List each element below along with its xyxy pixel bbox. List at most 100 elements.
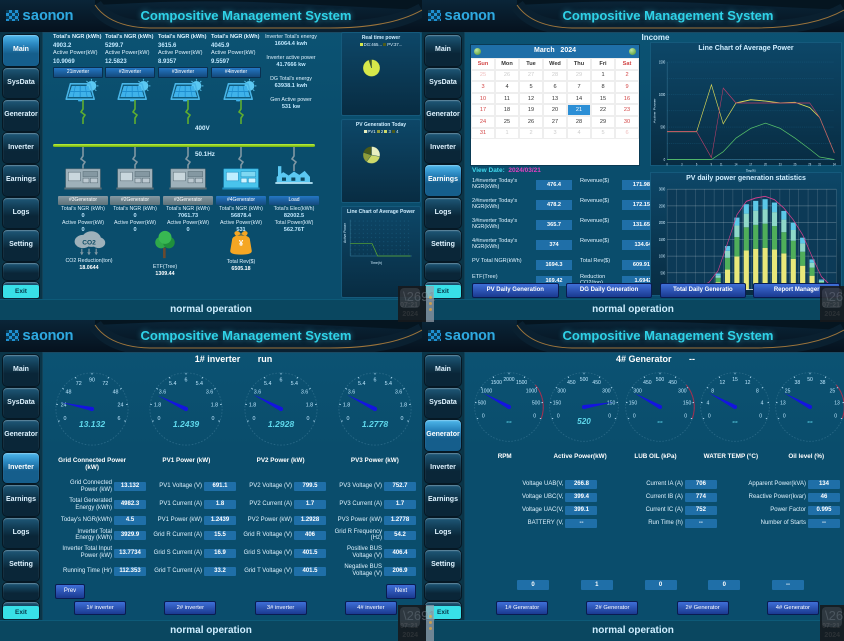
svg-text:1000: 1000 — [659, 254, 665, 259]
svg-text:1.2928: 1.2928 — [267, 419, 294, 429]
svg-text:300: 300 — [678, 388, 687, 394]
svg-text:500: 500 — [478, 401, 487, 407]
svg-text:1500: 1500 — [659, 237, 665, 242]
svg-text:3.6: 3.6 — [395, 390, 402, 396]
svg-text:15: 15 — [732, 377, 738, 383]
svg-text:9: 9 — [711, 162, 713, 167]
svg-text:1.2778: 1.2778 — [362, 419, 389, 429]
svg-text:0: 0 — [608, 414, 611, 420]
svg-text:500: 500 — [655, 377, 664, 383]
svg-text:150: 150 — [553, 401, 562, 407]
svg-text:1500: 1500 — [491, 380, 502, 386]
svg-text:0: 0 — [252, 416, 255, 422]
svg-text:5.4: 5.4 — [384, 381, 391, 387]
svg-text:150: 150 — [628, 401, 637, 407]
svg-text:1.8: 1.8 — [343, 402, 350, 408]
svg-text:5.4: 5.4 — [290, 381, 297, 387]
svg-text:--: -- — [732, 417, 738, 426]
svg-text:4: 4 — [707, 401, 710, 407]
svg-text:1500: 1500 — [659, 60, 665, 65]
svg-text:1.8: 1.8 — [305, 402, 312, 408]
svg-text:0: 0 — [664, 157, 666, 162]
svg-text:0: 0 — [533, 414, 536, 420]
svg-text:--: -- — [808, 417, 814, 426]
svg-text:38: 38 — [820, 380, 826, 386]
svg-text:Time(h): Time(h) — [370, 261, 382, 265]
svg-text:90: 90 — [89, 378, 95, 384]
svg-text:1000: 1000 — [481, 388, 492, 394]
svg-text:20: 20 — [764, 162, 767, 167]
svg-text:0: 0 — [482, 414, 485, 420]
svg-text:12: 12 — [745, 380, 751, 386]
svg-text:2000: 2000 — [659, 220, 665, 225]
svg-text:5.4: 5.4 — [196, 381, 203, 387]
svg-text:150: 150 — [607, 401, 616, 407]
svg-text:38: 38 — [795, 380, 801, 386]
svg-text:25: 25 — [830, 388, 836, 394]
svg-text:1.2439: 1.2439 — [173, 419, 200, 429]
svg-text:0: 0 — [346, 416, 349, 422]
svg-text:14: 14 — [735, 162, 738, 167]
svg-text:520: 520 — [577, 417, 591, 426]
svg-text:6: 6 — [279, 378, 282, 384]
svg-text:0: 0 — [759, 414, 762, 420]
svg-text:6: 6 — [696, 162, 698, 167]
svg-text:6: 6 — [185, 378, 188, 384]
svg-text:3.6: 3.6 — [348, 390, 355, 396]
svg-text:450: 450 — [567, 380, 576, 386]
svg-text:1500: 1500 — [516, 380, 527, 386]
svg-text:50: 50 — [808, 377, 814, 383]
svg-text:300: 300 — [633, 388, 642, 394]
svg-text:1000: 1000 — [526, 388, 537, 394]
svg-text:--: -- — [657, 417, 663, 426]
svg-text:0: 0 — [835, 414, 838, 420]
svg-text:CO2: CO2 — [82, 240, 96, 247]
svg-text:Active Power: Active Power — [343, 222, 347, 243]
svg-text:1.8: 1.8 — [248, 402, 255, 408]
svg-text:8: 8 — [711, 388, 714, 394]
svg-text:0: 0 — [708, 414, 711, 420]
svg-text:5.4: 5.4 — [264, 381, 271, 387]
svg-text:72: 72 — [102, 381, 108, 387]
svg-text:500: 500 — [661, 125, 666, 130]
svg-text:500: 500 — [532, 401, 541, 407]
svg-text:¥: ¥ — [239, 239, 244, 248]
svg-text:3.6: 3.6 — [300, 390, 307, 396]
svg-text:24: 24 — [118, 402, 124, 408]
svg-text:0: 0 — [633, 414, 636, 420]
svg-text:11: 11 — [720, 162, 723, 167]
svg-text:300: 300 — [558, 388, 567, 394]
svg-text:23: 23 — [779, 162, 782, 167]
svg-text:0: 0 — [306, 416, 309, 422]
svg-text:6: 6 — [118, 416, 121, 422]
svg-text:13.132: 13.132 — [79, 419, 106, 429]
svg-text:0: 0 — [64, 416, 67, 422]
svg-text:72: 72 — [76, 381, 82, 387]
svg-text:500: 500 — [661, 270, 666, 275]
svg-text:12: 12 — [720, 380, 726, 386]
svg-text:29: 29 — [808, 162, 811, 167]
svg-text:8: 8 — [756, 388, 759, 394]
svg-text:26: 26 — [794, 162, 797, 167]
svg-text:48: 48 — [113, 390, 119, 396]
svg-text:4: 4 — [761, 401, 764, 407]
svg-text:2500: 2500 — [659, 203, 665, 208]
svg-text:0: 0 — [783, 414, 786, 420]
svg-text:450: 450 — [593, 380, 602, 386]
svg-text:2000: 2000 — [503, 377, 514, 383]
svg-text:3000: 3000 — [659, 187, 665, 192]
svg-text:34: 34 — [833, 162, 836, 167]
svg-text:6: 6 — [373, 378, 376, 384]
svg-text:13: 13 — [781, 401, 787, 407]
svg-text:0: 0 — [666, 162, 668, 167]
svg-text:1000: 1000 — [659, 92, 665, 97]
svg-text:1.8: 1.8 — [211, 402, 218, 408]
svg-text:450: 450 — [668, 380, 677, 386]
svg-text:17: 17 — [749, 162, 752, 167]
svg-text:0: 0 — [212, 416, 215, 422]
svg-text:5.4: 5.4 — [358, 381, 365, 387]
svg-text:150: 150 — [682, 401, 691, 407]
svg-text:25: 25 — [785, 388, 791, 394]
svg-text:3.6: 3.6 — [159, 390, 166, 396]
svg-text:3.6: 3.6 — [253, 390, 260, 396]
